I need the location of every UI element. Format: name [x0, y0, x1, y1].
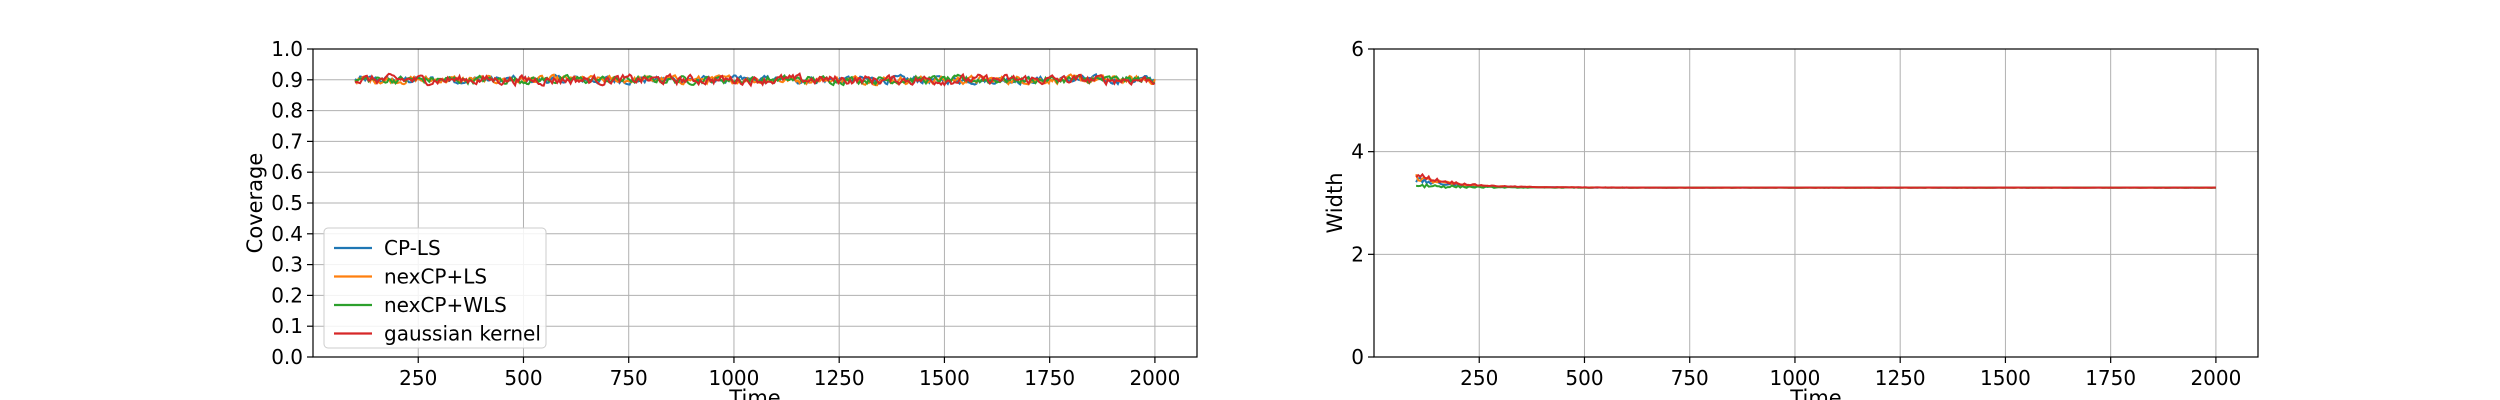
width-x-tick-label: 1750 — [2085, 366, 2136, 390]
coverage-x-tick-label: 1500 — [919, 366, 970, 390]
legend: CP-LS nexCP+LS nexCP+WLS gaussian kernel — [323, 227, 547, 349]
coverage-series — [354, 72, 1156, 88]
coverage-x-tick-label: 750 — [610, 366, 648, 390]
width-x-tick-label: 750 — [1671, 366, 1709, 390]
width-x-tick-label: 500 — [1565, 366, 1603, 390]
coverage-x-axis-label: Time — [728, 386, 780, 400]
coverage-x-tick-label: 2000 — [1129, 366, 1180, 390]
coverage-y-tick-label: 0.9 — [271, 68, 303, 92]
width-x-tick-label: 250 — [1460, 366, 1498, 390]
coverage-y-ticks: 0.0 0.1 0.2 0.3 0.4 0.5 0.6 0.7 0.8 0.9 1.0 — [271, 37, 313, 369]
width-y-ticks: 0 2 4 6 — [1351, 37, 1374, 369]
coverage-y-tick-label: 0.7 — [271, 129, 303, 153]
width-series-line-3 — [1415, 172, 2216, 189]
legend-label-0: CP-LS — [384, 236, 441, 260]
width-x-tick-label: 1250 — [1875, 366, 1926, 390]
coverage-y-tick-label: 0.6 — [271, 160, 303, 184]
legend-label-1: nexCP+LS — [384, 265, 487, 289]
coverage-y-tick-label: 0.0 — [271, 345, 303, 369]
coverage-y-tick-label: 0.8 — [271, 99, 303, 123]
coverage-y-tick-label: 0.2 — [271, 283, 303, 307]
width-y-tick-label: 2 — [1351, 242, 1364, 266]
coverage-y-tick-label: 0.3 — [271, 253, 303, 277]
width-y-axis-label: Width — [1323, 172, 1347, 233]
width-series-line-1 — [1415, 173, 2216, 189]
coverage-x-ticks: 250 500 750 1000 1250 1500 1750 2000 — [399, 357, 1180, 390]
width-x-tick-label: 1500 — [1980, 366, 2031, 390]
coverage-y-tick-label: 0.4 — [271, 222, 303, 246]
width-x-tick-label: 1000 — [1769, 366, 1820, 390]
coverage-y-tick-label: 0.5 — [271, 191, 303, 215]
coverage-x-tick-label: 500 — [504, 366, 542, 390]
width-y-tick-label: 6 — [1351, 37, 1364, 61]
width-x-ticks: 250 500 750 1000 1250 1500 1750 2000 — [1460, 357, 2241, 390]
coverage-y-axis-label: Coverage — [243, 153, 267, 254]
coverage-y-tick-label: 0.1 — [271, 314, 303, 338]
legend-label-2: nexCP+WLS — [384, 293, 507, 317]
coverage-x-tick-label: 1750 — [1024, 366, 1075, 390]
coverage-x-tick-label: 250 — [399, 366, 437, 390]
width-y-tick-label: 0 — [1351, 345, 1364, 369]
width-series — [1415, 172, 2216, 190]
width-grid — [1374, 48, 2258, 358]
width-x-tick-label: 2000 — [2190, 366, 2241, 390]
width-y-tick-label: 4 — [1351, 140, 1364, 164]
coverage-x-tick-label: 1250 — [814, 366, 865, 390]
coverage-y-tick-label: 1.0 — [271, 37, 303, 61]
coverage-chart: 250 500 750 1000 1250 1500 1750 2000 0.00.10.20… — [243, 37, 1198, 400]
legend-label-3: gaussian kernel — [384, 322, 541, 346]
width-axes-frame — [1373, 48, 2259, 358]
width-x-axis-label: Time — [1789, 386, 1841, 400]
coverage-series-line-3 — [354, 72, 1156, 88]
coverage-x-tick-label: 1000 — [708, 366, 759, 390]
legend-box — [323, 227, 547, 349]
